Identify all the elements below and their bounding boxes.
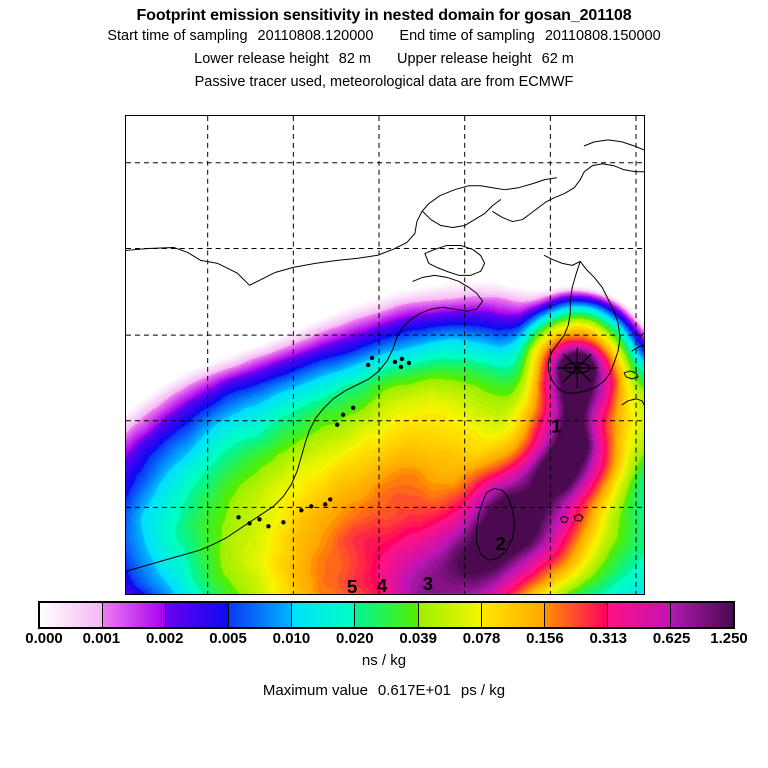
colorbar-tick-3: 0.005	[209, 630, 247, 647]
colorbar-tick-1: 0.001	[82, 630, 121, 647]
coast-taiwan	[476, 487, 515, 561]
end-time-label: End time of sampling	[399, 28, 535, 44]
maximum-value-label: Maximum value	[262, 682, 368, 699]
map-panel[interactable]: 1 2 3 4 5	[125, 115, 645, 595]
colorbar-ticklabels: 0.000 0.001 0.002 0.005 0.010 0.020 0.039 0.078…	[0, 630, 768, 650]
coast-liaodong	[492, 163, 644, 223]
footprint-field	[126, 116, 644, 594]
colorbar-tick-7: 0.078	[462, 630, 501, 647]
seg-0.001-0.002	[103, 603, 167, 627]
upper-release-value: 62 m	[541, 51, 574, 67]
lower-release-value: 82 m	[338, 51, 371, 67]
coast-shandong-south	[396, 274, 484, 338]
maximum-value-number: 0.617E+01	[377, 682, 451, 699]
star-marker	[557, 348, 598, 388]
tracer-note: Passive tracer used, meteorological data…	[194, 74, 574, 90]
release-height-row: Lower release height 82 m Upper release he…	[0, 48, 768, 71]
traj-label-1: 1	[551, 417, 562, 438]
traj-label-4: 4	[377, 576, 388, 594]
seg-0.313-0.625	[607, 603, 671, 627]
end-time-value: 20110808.150000	[544, 28, 661, 44]
coast-korea	[547, 260, 621, 394]
coast-islets-a	[559, 515, 569, 523]
colorbar-tick-9: 0.313	[589, 630, 628, 647]
colorbar-tick-8: 0.156	[526, 630, 564, 647]
seg-0.000-0.001	[40, 603, 104, 627]
maximum-value-unit: ps / kg	[460, 682, 506, 699]
colorbar-tick-2: 0.002	[145, 630, 184, 647]
colorbar-wrap	[38, 601, 735, 629]
maximum-value-row: Maximum value 0.617E+01 ps / kg	[0, 682, 768, 699]
particle-dots	[236, 355, 412, 529]
seg-0.078-0.156	[481, 603, 545, 627]
seg-0.020-0.039	[355, 603, 419, 627]
header-block: Footprint emission sensitivity in nested…	[0, 0, 768, 94]
coast-islets-b	[573, 513, 584, 522]
seg-0.002-0.005	[166, 603, 230, 627]
colorbar[interactable]	[38, 601, 735, 629]
lower-release-label: Lower release height	[194, 51, 329, 67]
coast-mongolia-border	[126, 177, 557, 286]
start-time-value: 20110808.120000	[257, 28, 374, 44]
colorbar-tick-11: 1.250	[710, 630, 748, 647]
seg-0.005-0.010	[229, 603, 293, 627]
colorbar-tick-5: 0.020	[336, 630, 374, 647]
seg-0.156-0.313	[544, 603, 608, 627]
coast-jeju-area	[623, 370, 639, 380]
colorbar-tick-4: 0.010	[272, 630, 311, 647]
coast-shandong	[424, 244, 486, 276]
coast-korea-north	[543, 254, 581, 266]
page-title: Footprint emission sensitivity in nested…	[136, 7, 632, 24]
colorbar-tick-0: 0.000	[25, 630, 63, 647]
colorbar-tick-6: 0.039	[399, 630, 437, 647]
gridline-layer	[126, 116, 644, 594]
coast-japan-kyushu	[631, 344, 644, 352]
colorbar-tick-10: 0.625	[652, 630, 691, 647]
traj-label-3: 3	[423, 574, 434, 594]
traj-label-5: 5	[347, 577, 358, 594]
upper-release-label: Upper release height	[397, 51, 532, 67]
coast-china-east	[126, 336, 398, 573]
seg-0.625-1.250	[670, 603, 734, 627]
seg-0.039-0.078	[418, 603, 482, 627]
sampling-time-row: Start time of sampling 20110808.120000 End…	[0, 25, 768, 48]
traj-label-2: 2	[495, 534, 506, 555]
colorbar-unit-label: ns / kg	[361, 652, 407, 669]
marker-layer: 1 2 3 4 5	[236, 348, 598, 594]
seg-0.010-0.020	[292, 603, 356, 627]
start-time-label: Start time of sampling	[107, 28, 248, 44]
